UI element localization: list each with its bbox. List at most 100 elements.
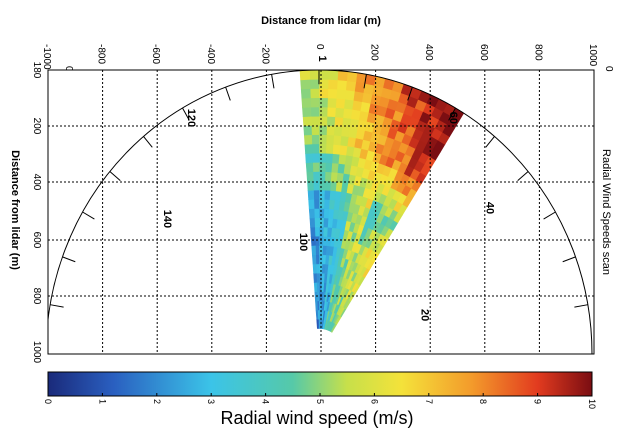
x-tick-label: 0: [314, 44, 325, 50]
scan-cell: [326, 115, 336, 127]
scan-cell: [323, 189, 331, 200]
polar-angle-label: 100: [297, 233, 309, 251]
x-tick-label: -200: [259, 44, 270, 64]
x-tick-label: 800: [532, 44, 543, 61]
scan-cell: [326, 125, 335, 136]
scan-cell: [310, 125, 320, 136]
azimuth-tick: [574, 304, 588, 308]
scan-cell: [301, 97, 312, 108]
polar-angle-label: 40: [483, 202, 495, 214]
y-axis-title: Distance from lidar (m): [9, 150, 21, 270]
colorbar-tick-label: 10: [587, 399, 597, 409]
scan-cell: [326, 97, 337, 108]
azimuth-tick: [448, 107, 456, 121]
azimuth-tick: [407, 86, 413, 101]
scan-cell: [318, 152, 327, 163]
y-tick-label: 180: [31, 62, 42, 79]
azimuth-tick: [82, 211, 95, 220]
scan-cell: [312, 161, 320, 172]
scan-cell: [300, 88, 311, 99]
scan-cell: [313, 281, 318, 293]
azimuth-tick: [225, 86, 231, 101]
scan-cell: [305, 152, 313, 164]
scan-cell: [311, 134, 320, 145]
x-tick-label: -800: [96, 44, 107, 64]
azimuth-tick: [182, 107, 190, 121]
scan-cell: [333, 116, 344, 127]
scan-cell: [318, 161, 326, 172]
scan-cell: [352, 90, 364, 102]
scan-cell: [331, 153, 340, 164]
scan-cell: [308, 208, 315, 219]
x-tick-label: -400: [205, 44, 216, 64]
azimuth-tick: [143, 136, 153, 148]
scan-cell: [335, 97, 346, 109]
scan-cell: [346, 71, 358, 83]
y-tick-label: 400: [31, 174, 42, 191]
scan-cell: [322, 217, 329, 228]
colorbar-tick-label: 1: [97, 399, 107, 404]
scan-cell: [306, 171, 314, 182]
range-ring-1000: [48, 70, 593, 354]
scan-cell: [309, 88, 320, 99]
scan-cell: [308, 198, 315, 210]
y-tick-label: 600: [31, 232, 42, 249]
scan-cell: [315, 300, 318, 311]
colorbar-tick-label: 9: [533, 399, 543, 404]
scan-cell: [332, 144, 341, 155]
scan-cell: [329, 190, 336, 201]
y-tick-label: 200: [31, 118, 42, 135]
scan-cell: [338, 144, 348, 156]
colorbar-tick-label: 8: [478, 399, 488, 404]
scan-cell: [311, 254, 317, 265]
scan-cell: [322, 235, 328, 246]
scan-cell: [325, 152, 333, 164]
scan-cell: [310, 115, 320, 126]
x-tick-labels: -1000 -800 -600 -400 -200 0 200 400 600 800 1000: [41, 44, 598, 70]
scan-cell: [321, 245, 327, 256]
scan-cell: [351, 99, 363, 112]
scan-cell: [323, 208, 330, 219]
scan-cell: [318, 106, 328, 117]
azimuth-tick: [562, 256, 576, 263]
corner-label-left: 0: [63, 66, 74, 72]
scan-cell: [318, 115, 328, 126]
corner-label-right: 0: [603, 66, 614, 72]
colorbar-tick-label: 3: [206, 399, 216, 404]
scan-cell: [323, 198, 330, 210]
scan-cell: [354, 81, 366, 93]
scan-cell: [313, 208, 320, 219]
scan-cell: [300, 79, 311, 90]
scan-cell: [299, 70, 311, 81]
scan-cell: [318, 189, 325, 200]
azimuth-tick: [517, 171, 529, 181]
colorbar-tick-label: 4: [261, 399, 271, 404]
y-tick-label: 1000: [31, 341, 42, 364]
scan-cell: [329, 180, 337, 192]
azimuth-tick: [543, 211, 556, 220]
azimuth-tick: [485, 136, 495, 148]
polar-angle-label: 60: [447, 112, 459, 124]
scan-cell: [337, 153, 347, 165]
scan-cell: [324, 171, 332, 182]
scan-cell: [348, 127, 358, 139]
colorbar-tick-label: 0: [43, 399, 53, 404]
scan-cell: [318, 78, 329, 89]
scan-cell: [314, 217, 320, 228]
scan-cell: [324, 162, 333, 173]
azimuth-tick: [50, 304, 64, 308]
scan-cell: [318, 125, 328, 136]
scan-cell: [310, 235, 316, 246]
azimuth-tick: [109, 171, 121, 181]
x-tick-label: 200: [369, 44, 380, 61]
scan-cell: [318, 143, 327, 154]
scan-cell: [309, 217, 316, 228]
scan-cell: [345, 80, 357, 92]
scan-cell: [303, 134, 313, 145]
scan-cell: [349, 118, 360, 130]
scan-cell: [303, 125, 312, 136]
scan-cell: [318, 235, 324, 246]
scan-cell: [309, 78, 320, 89]
scan-cell: [311, 143, 320, 154]
azimuth-tick: [62, 256, 76, 263]
